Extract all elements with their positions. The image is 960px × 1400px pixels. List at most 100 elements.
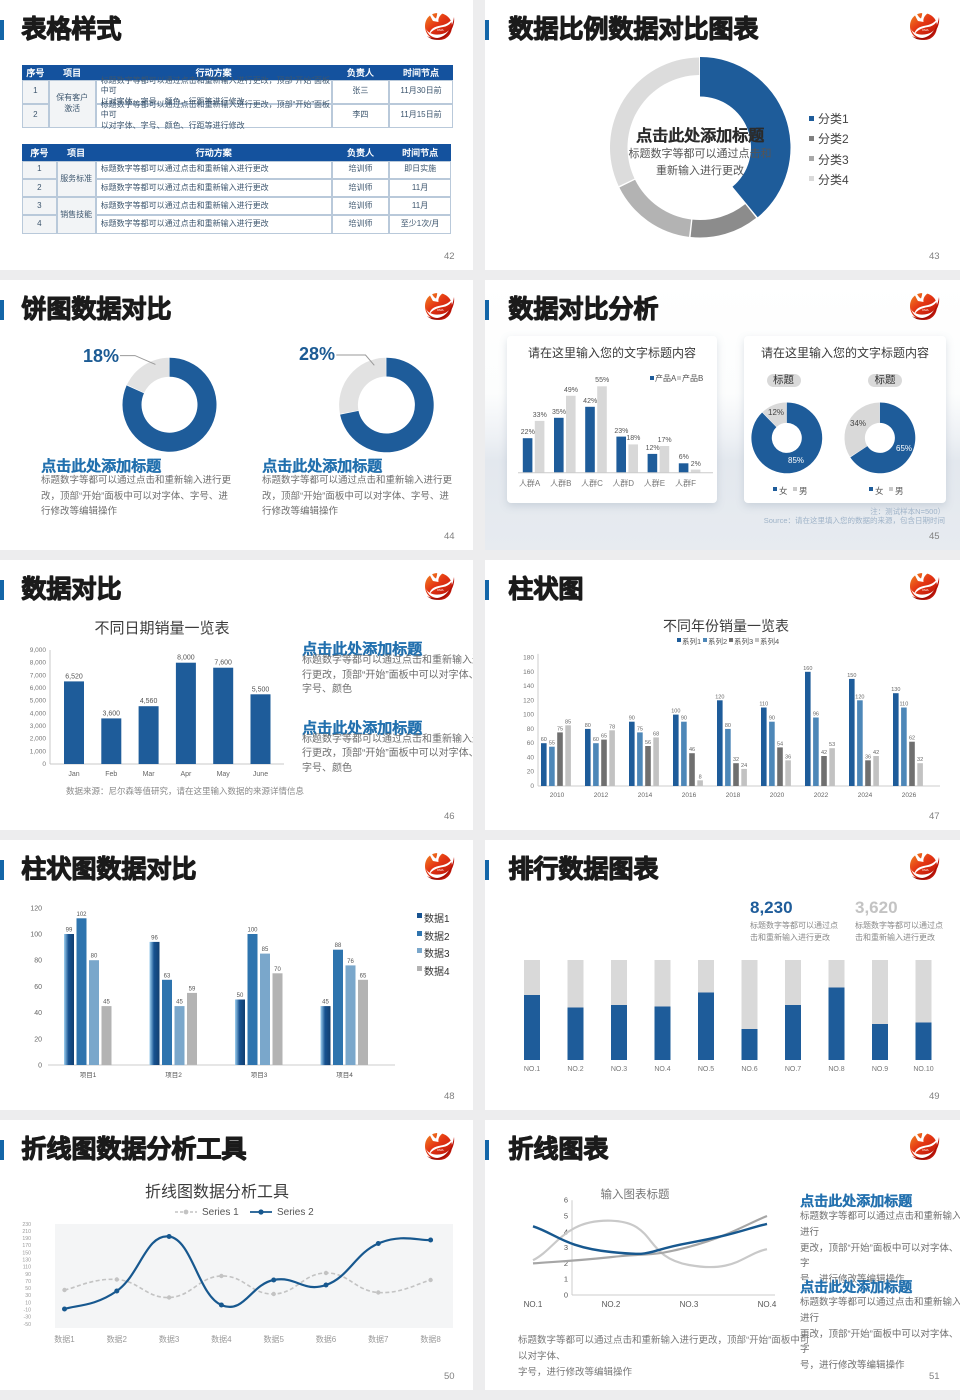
svg-text:CMA: CMA — [437, 308, 444, 312]
svg-text:75: 75 — [637, 726, 643, 732]
svg-text:40: 40 — [527, 754, 535, 761]
svg-text:230: 230 — [22, 1222, 31, 1228]
svg-text:50: 50 — [237, 993, 244, 999]
svg-text:100: 100 — [247, 928, 258, 934]
svg-text:40: 40 — [34, 1010, 42, 1017]
svg-text:CMA: CMA — [922, 28, 929, 32]
svg-text:88: 88 — [335, 943, 342, 949]
svg-text:4,000: 4,000 — [30, 710, 47, 717]
svg-text:7,600: 7,600 — [214, 660, 232, 667]
svg-text:80: 80 — [725, 723, 731, 729]
svg-text:85: 85 — [565, 719, 571, 725]
svg-text:NO.7: NO.7 — [785, 1066, 801, 1073]
svg-text:项目3: 项目3 — [251, 1071, 268, 1079]
svg-text:76: 76 — [347, 959, 354, 965]
svg-text:60: 60 — [541, 737, 547, 743]
svg-text:53: 53 — [829, 742, 835, 748]
svg-text:CMA: CMA — [437, 28, 444, 32]
svg-text:项目4: 项目4 — [336, 1071, 353, 1079]
svg-text:59: 59 — [189, 986, 196, 992]
svg-text:CMA: CMA — [437, 868, 444, 872]
svg-text:3,600: 3,600 — [103, 710, 121, 717]
svg-text:42: 42 — [873, 750, 879, 756]
svg-text:90: 90 — [769, 716, 775, 722]
svg-text:Apr: Apr — [180, 771, 192, 778]
svg-text:-50: -50 — [24, 1322, 32, 1328]
svg-text:10: 10 — [25, 1300, 31, 1306]
svg-text:32: 32 — [917, 757, 923, 763]
svg-text:96: 96 — [813, 712, 819, 718]
svg-text:62: 62 — [909, 736, 915, 742]
svg-text:2,000: 2,000 — [30, 736, 47, 743]
svg-text:45: 45 — [322, 1000, 329, 1006]
svg-text:项目1: 项目1 — [80, 1071, 97, 1079]
svg-text:85: 85 — [262, 947, 269, 953]
svg-text:1: 1 — [564, 1275, 568, 1284]
svg-text:NO.6: NO.6 — [741, 1066, 757, 1073]
svg-text:2024: 2024 — [858, 792, 873, 799]
svg-text:2010: 2010 — [550, 792, 565, 799]
svg-text:75: 75 — [557, 726, 563, 732]
svg-text:5,500: 5,500 — [252, 686, 270, 693]
svg-text:190: 190 — [22, 1236, 31, 1242]
svg-text:NO.9: NO.9 — [872, 1066, 888, 1073]
svg-text:45: 45 — [103, 1000, 110, 1006]
svg-text:210: 210 — [22, 1229, 31, 1235]
svg-text:数据7: 数据7 — [368, 1334, 389, 1344]
svg-text:80: 80 — [34, 958, 42, 965]
svg-text:45: 45 — [176, 1000, 183, 1006]
svg-text:Series 1: Series 1 — [202, 1207, 239, 1218]
svg-text:May: May — [217, 771, 231, 778]
svg-text:100: 100 — [671, 709, 680, 715]
svg-text:120: 120 — [715, 694, 724, 700]
svg-text:65: 65 — [360, 973, 367, 979]
svg-text:NO.3: NO.3 — [611, 1066, 627, 1073]
svg-text:120: 120 — [30, 905, 42, 912]
svg-text:数据4: 数据4 — [211, 1334, 232, 1344]
svg-text:数据1: 数据1 — [54, 1334, 75, 1344]
svg-text:0: 0 — [42, 761, 46, 768]
svg-text:32: 32 — [733, 757, 739, 763]
svg-text:2022: 2022 — [814, 792, 829, 799]
svg-text:2026: 2026 — [902, 792, 917, 799]
svg-text:NO.1: NO.1 — [524, 1066, 540, 1073]
svg-text:3: 3 — [564, 1243, 568, 1252]
svg-text:NO.2: NO.2 — [567, 1066, 583, 1073]
svg-text:100: 100 — [30, 932, 42, 939]
svg-text:0: 0 — [530, 783, 534, 790]
svg-text:NO.5: NO.5 — [698, 1066, 714, 1073]
svg-text:54: 54 — [777, 741, 783, 747]
svg-text:4: 4 — [564, 1227, 568, 1236]
svg-text:2016: 2016 — [682, 792, 697, 799]
svg-text:NO.10: NO.10 — [913, 1066, 933, 1073]
svg-text:-30: -30 — [24, 1315, 32, 1321]
svg-text:130: 130 — [891, 687, 900, 693]
svg-text:102: 102 — [76, 912, 87, 918]
svg-text:CMA: CMA — [437, 1148, 444, 1152]
svg-text:June: June — [253, 771, 268, 778]
svg-text:2018: 2018 — [726, 792, 741, 799]
svg-text:160: 160 — [803, 666, 812, 672]
svg-text:160: 160 — [523, 669, 534, 676]
svg-text:36: 36 — [785, 754, 791, 760]
svg-text:20: 20 — [34, 1036, 42, 1043]
svg-text:65: 65 — [601, 734, 607, 740]
svg-text:2014: 2014 — [638, 792, 653, 799]
svg-text:NO.1: NO.1 — [524, 1300, 543, 1309]
svg-text:42: 42 — [821, 750, 827, 756]
svg-text:NO.8: NO.8 — [828, 1066, 844, 1073]
svg-text:0: 0 — [38, 1063, 42, 1070]
svg-text:99: 99 — [66, 928, 73, 934]
svg-text:70: 70 — [274, 967, 281, 973]
svg-text:数据2: 数据2 — [107, 1334, 128, 1344]
svg-text:NO.4: NO.4 — [654, 1066, 670, 1073]
svg-text:46: 46 — [689, 747, 695, 753]
svg-text:-10: -10 — [24, 1308, 32, 1314]
svg-text:CMA: CMA — [922, 1148, 929, 1152]
svg-text:24: 24 — [741, 763, 747, 769]
svg-text:CMA: CMA — [922, 308, 929, 312]
svg-text:60: 60 — [593, 737, 599, 743]
svg-text:数据5: 数据5 — [263, 1334, 284, 1344]
svg-text:60: 60 — [527, 740, 535, 747]
svg-text:90: 90 — [629, 716, 635, 722]
